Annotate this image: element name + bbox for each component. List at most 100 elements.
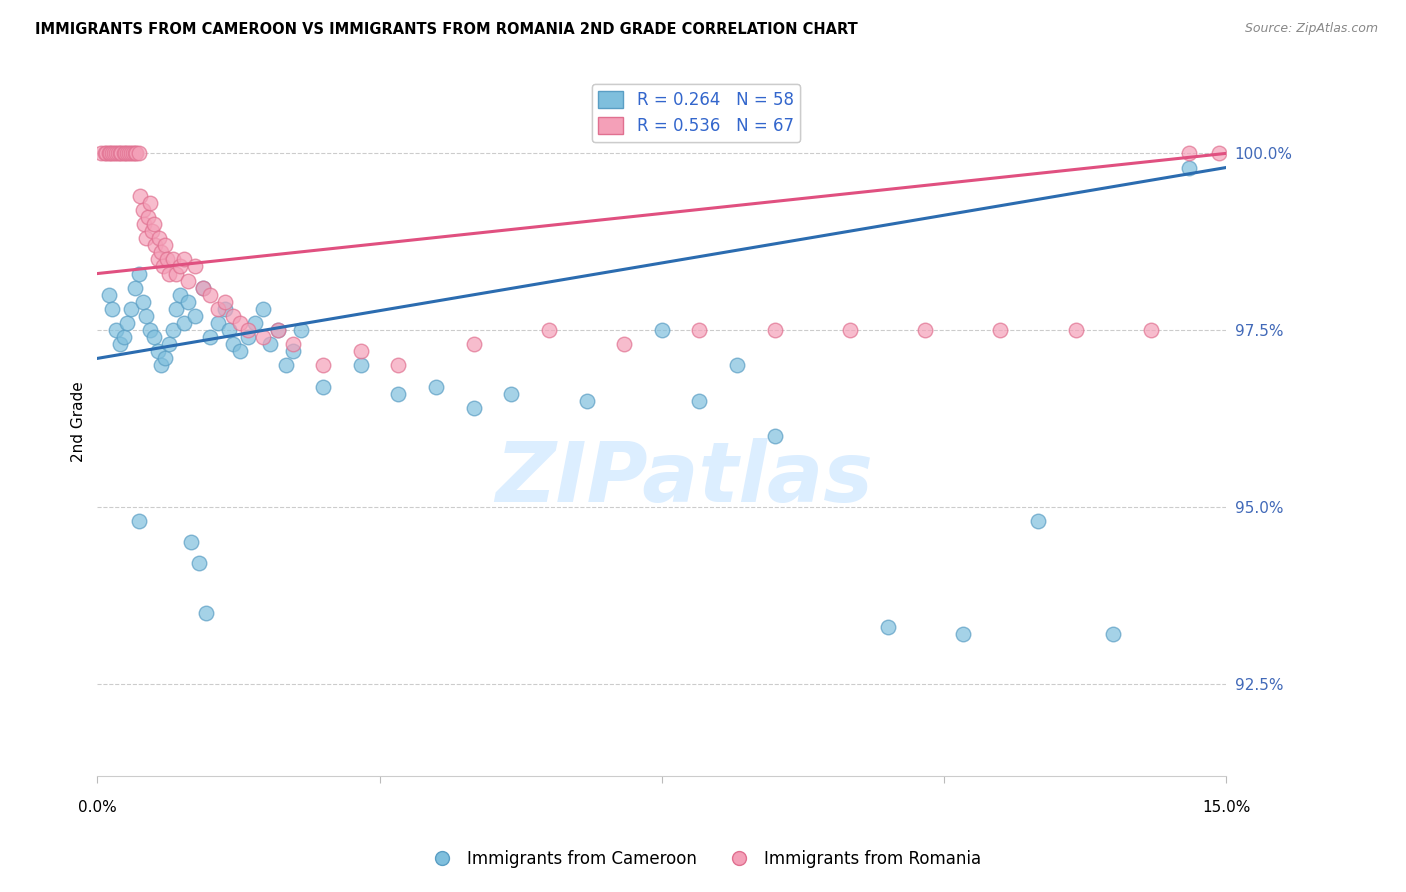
Point [236,323,259,337]
Point [118,146,141,161]
Point [150,359,173,373]
Point [108,146,131,161]
Point [148,231,170,245]
Point [176,274,198,288]
Point [252,330,274,344]
Point [114,146,136,161]
Point [135,309,157,323]
Point [165,301,187,316]
Point [200,287,222,301]
Point [463,337,485,351]
Point [128,267,150,281]
Point [184,260,207,274]
Point [162,252,184,267]
Point [350,344,373,359]
Point [132,217,155,231]
Point [112,146,135,161]
Point [94,146,117,161]
Point [103,146,125,161]
Point [146,252,169,267]
Point [169,260,191,274]
Point [173,316,195,330]
Point [613,337,636,351]
Point [105,146,128,161]
Point [387,386,409,401]
Point [125,146,148,161]
Point [176,294,198,309]
Point [952,627,974,641]
Point [218,323,240,337]
Point [267,323,290,337]
Point [245,316,267,330]
Point [350,359,373,373]
Point [120,301,142,316]
Point [575,393,598,408]
Point [142,217,165,231]
Point [112,330,135,344]
Point [207,301,229,316]
Point [200,330,222,344]
Point [191,281,214,295]
Point [131,294,153,309]
Point [135,231,157,245]
Point [152,260,174,274]
Point [763,323,786,337]
Point [222,309,245,323]
Point [267,323,290,337]
Point [117,316,139,330]
Point [312,359,335,373]
Text: 0.0%: 0.0% [77,800,117,815]
Point [136,210,159,224]
Point [1177,146,1199,161]
Point [236,330,259,344]
Point [425,379,447,393]
Point [537,323,560,337]
Point [274,359,297,373]
Point [146,344,169,359]
Point [162,323,184,337]
Point [207,316,229,330]
Point [195,606,218,620]
Point [229,316,252,330]
Point [501,386,523,401]
Point [688,323,710,337]
Point [157,267,180,281]
Point [165,267,187,281]
Point [90,146,112,161]
Point [839,323,862,337]
Point [101,146,124,161]
Point [281,337,304,351]
Point [169,287,191,301]
Point [651,323,673,337]
Point [688,393,710,408]
Point [141,224,163,238]
Y-axis label: 2nd Grade: 2nd Grade [72,382,86,462]
Point [107,146,129,161]
Point [1140,323,1163,337]
Point [110,146,132,161]
Point [173,252,195,267]
Point [188,557,211,571]
Point [101,301,124,316]
Point [139,195,162,210]
Point [222,337,245,351]
Point [128,514,150,528]
Point [131,202,153,217]
Legend: Immigrants from Cameroon, Immigrants from Romania: Immigrants from Cameroon, Immigrants fro… [419,844,987,875]
Text: Source: ZipAtlas.com: Source: ZipAtlas.com [1244,22,1378,36]
Point [105,323,128,337]
Point [290,323,312,337]
Point [98,146,121,161]
Point [96,146,118,161]
Point [97,146,120,161]
Point [387,359,409,373]
Legend: R = 0.264   N = 58, R = 0.536   N = 67: R = 0.264 N = 58, R = 0.536 N = 67 [592,84,800,142]
Point [876,620,898,634]
Point [120,146,142,161]
Point [725,359,748,373]
Point [914,323,936,337]
Point [150,245,173,260]
Point [124,281,146,295]
Point [153,238,176,252]
Point [142,330,165,344]
